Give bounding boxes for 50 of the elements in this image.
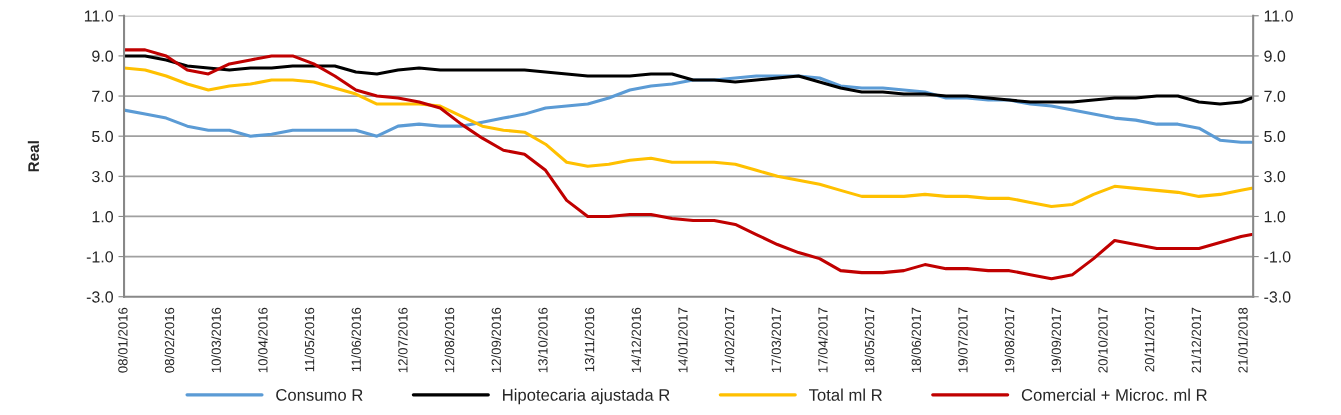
x-tick-label: 12/07/2016 xyxy=(397,307,408,373)
line-series xyxy=(124,74,1254,144)
y2-tick-label: 5.0 xyxy=(1264,130,1286,143)
y-tick-label: 5.0 xyxy=(92,130,113,143)
x-tick-label: 20/11/2017 xyxy=(1144,307,1155,372)
legend-label: Total ml R xyxy=(808,388,882,401)
x-tick-label: 11/05/2016 xyxy=(304,307,315,372)
x-tick-label: 11/06/2016 xyxy=(351,307,361,372)
y2-tick-label: 7.0 xyxy=(1264,90,1286,102)
x-tick-label: 13/11/2016 xyxy=(584,307,595,372)
y2-tick-label: -1.0 xyxy=(1264,251,1291,263)
y2-tick-label: 1.0 xyxy=(1264,211,1286,223)
x-tick-label: 17/04/2017 xyxy=(817,307,828,373)
y-tick-label: 9.0 xyxy=(92,50,113,62)
x-tick-label: 10/03/2016 xyxy=(211,307,221,373)
y2-tick-label: 3.0 xyxy=(1264,170,1286,183)
x-tick-label: 17/03/2017 xyxy=(771,307,781,373)
x-tick-label: 19/09/2017 xyxy=(1051,307,1061,373)
y-tick-label: -3.0 xyxy=(86,291,113,303)
x-tick-label: 14/02/2017 xyxy=(724,307,735,373)
x-tick-label: 08/02/2016 xyxy=(164,307,175,373)
x-tick-label: 21/12/2017 xyxy=(1191,307,1201,373)
x-tick-label: 18/05/2017 xyxy=(864,307,875,373)
x-tick-label: 20/10/2017 xyxy=(1097,307,1108,373)
line-series xyxy=(124,66,1254,208)
x-tick-label: 10/04/2016 xyxy=(257,307,268,373)
x-tick-label: 12/08/2016 xyxy=(444,307,455,373)
x-tick-label: 14/01/2017 xyxy=(677,307,688,373)
y2-tick-label: 9.0 xyxy=(1264,50,1286,62)
x-tick-label: 14/12/2016 xyxy=(631,307,641,373)
x-tick-label: 13/10/2016 xyxy=(537,307,548,373)
x-tick-label: 08/01/2016 xyxy=(117,307,128,373)
line-series xyxy=(124,54,1254,106)
line-series xyxy=(124,48,1254,281)
y-tick-label: 3.0 xyxy=(92,170,113,183)
y2-tick-label: -3.0 xyxy=(1264,291,1291,303)
x-tick-label: 19/07/2017 xyxy=(957,307,968,373)
y-tick-label: 7.0 xyxy=(92,90,113,102)
x-tick-label: 12/09/2016 xyxy=(491,307,501,373)
y-axis-title: Real xyxy=(27,141,40,172)
legend-label: Consumo R xyxy=(276,389,363,401)
x-tick-label: 19/08/2017 xyxy=(1004,307,1015,373)
y-tick-label: 11.0 xyxy=(84,10,113,22)
legend-label: Hipotecaria ajustada R xyxy=(503,388,670,405)
x-tick-label: 18/06/2017 xyxy=(911,307,921,373)
y-tick-label: -1.0 xyxy=(86,251,113,263)
y2-tick-label: 11.0 xyxy=(1264,10,1293,22)
x-tick-label: 21/01/2018 xyxy=(1237,307,1248,373)
legend-label: Comercial + Microc. ml R xyxy=(1021,388,1207,401)
y-tick-label: 1.0 xyxy=(92,211,113,223)
